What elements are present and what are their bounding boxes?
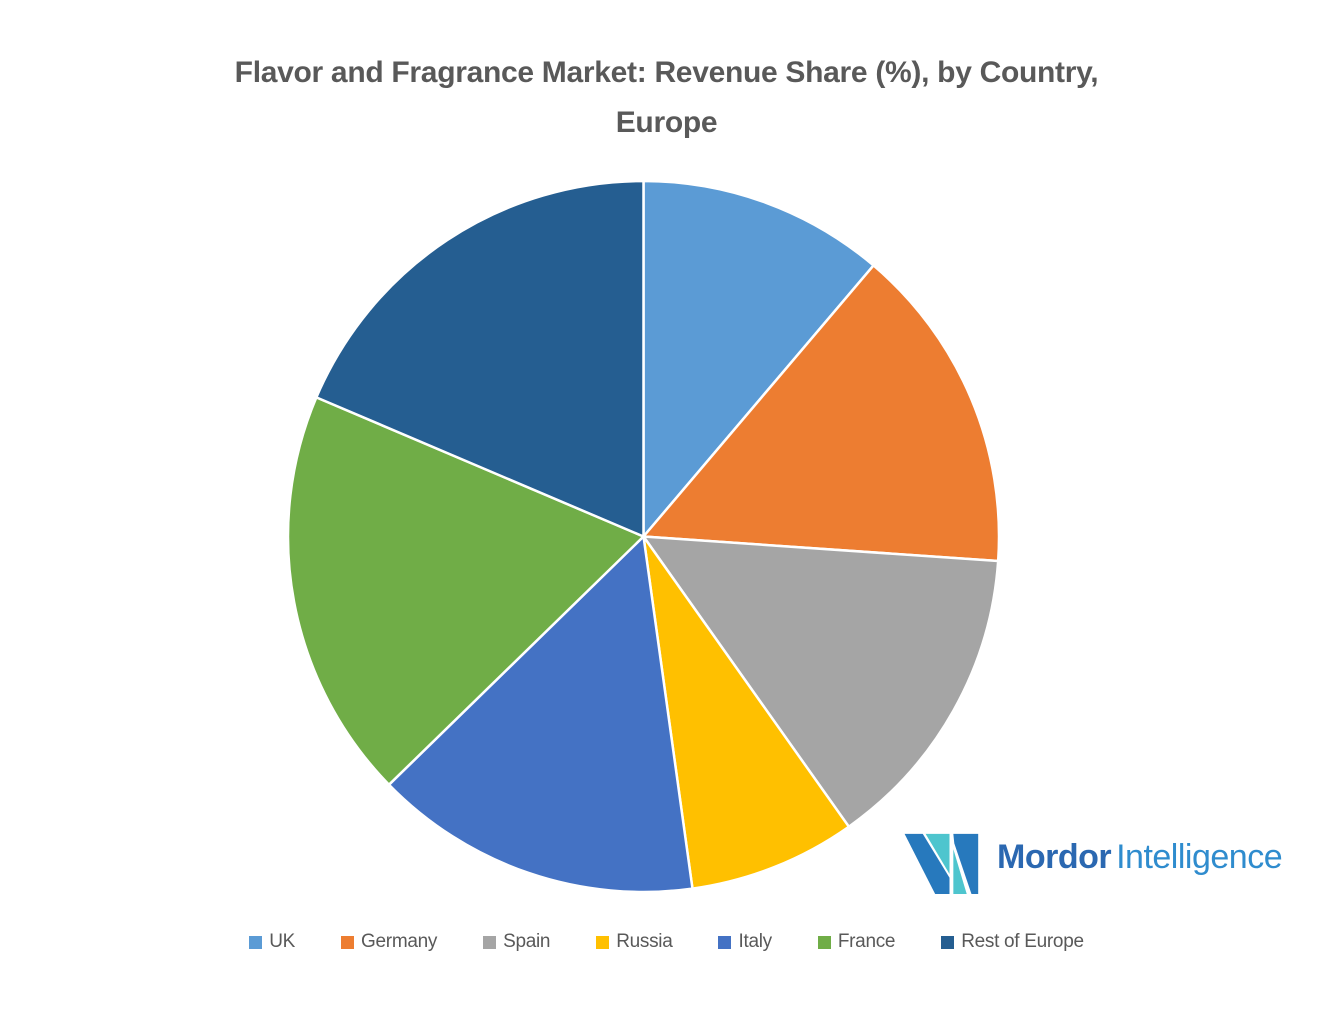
- legend-label-spain: Spain: [503, 931, 551, 952]
- pie-slice-russia: [642, 535, 851, 890]
- pie-slice-germany: [642, 264, 1001, 563]
- legend: UK Germany Spain Russia Italy France Rest of E…: [0, 931, 1333, 953]
- pie-chart: [286, 179, 1001, 894]
- chart-title-line1: Flavor and Fragrance Market: Revenue Sha…: [234, 56, 1099, 89]
- pie-slice-france: [286, 396, 645, 786]
- pie-slice-italy: [387, 535, 694, 894]
- logo-mark-right-triangle-teal: [953, 849, 967, 895]
- legend-swatch-germany: [341, 935, 355, 949]
- legend-item-russia: Russia: [596, 931, 673, 953]
- legend-swatch-italy: [718, 935, 732, 949]
- legend-swatch-uk: [249, 935, 263, 949]
- legend-item-rest-of-europe: Rest of Europe: [941, 931, 1084, 953]
- chart-title: Flavor and Fragrance Market: Revenue Sha…: [0, 48, 1333, 148]
- logo-mark-right-band-blue: [953, 833, 979, 895]
- legend-label-france: France: [837, 931, 896, 952]
- legend-label-uk: UK: [269, 931, 296, 952]
- legend-item-italy: Italy: [718, 931, 772, 953]
- legend-label-rest-of-europe: Rest of Europe: [961, 931, 1084, 952]
- logo: Mordor Intelligence: [897, 830, 1283, 895]
- legend-swatch-france: [817, 935, 831, 949]
- pie-slice-rest-of-europe: [315, 179, 645, 538]
- legend-item-uk: UK: [249, 931, 295, 953]
- chart-title-line2: Europe: [615, 106, 718, 139]
- legend-swatch-russia: [596, 935, 610, 949]
- pie-slice-spain: [642, 535, 1000, 828]
- pie-slice-uk: [642, 179, 875, 538]
- logo-text-secondary: Intelligence: [1116, 838, 1283, 876]
- logo-mark-icon: [904, 833, 979, 895]
- legend-label-russia: Russia: [616, 931, 673, 952]
- legend-label-germany: Germany: [361, 931, 438, 952]
- legend-item-spain: Spain: [483, 931, 551, 953]
- legend-label-italy: Italy: [738, 931, 772, 952]
- legend-swatch-spain: [483, 935, 497, 949]
- logo-text: Mordor Intelligence: [997, 838, 1283, 877]
- legend-swatch-rest-of-europe: [941, 935, 955, 949]
- legend-item-germany: Germany: [341, 931, 437, 953]
- logo-text-primary: Mordor: [997, 838, 1112, 876]
- logo-mark-left-band-blue: [904, 833, 950, 895]
- legend-item-france: France: [817, 931, 896, 953]
